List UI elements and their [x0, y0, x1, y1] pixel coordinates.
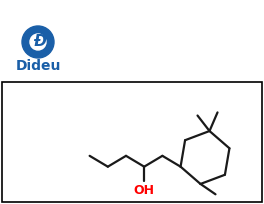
- Text: OH: OH: [134, 184, 155, 197]
- Text: Ð: Ð: [32, 34, 45, 50]
- Circle shape: [30, 34, 46, 50]
- Circle shape: [22, 26, 54, 58]
- Text: Dideu: Dideu: [15, 59, 61, 73]
